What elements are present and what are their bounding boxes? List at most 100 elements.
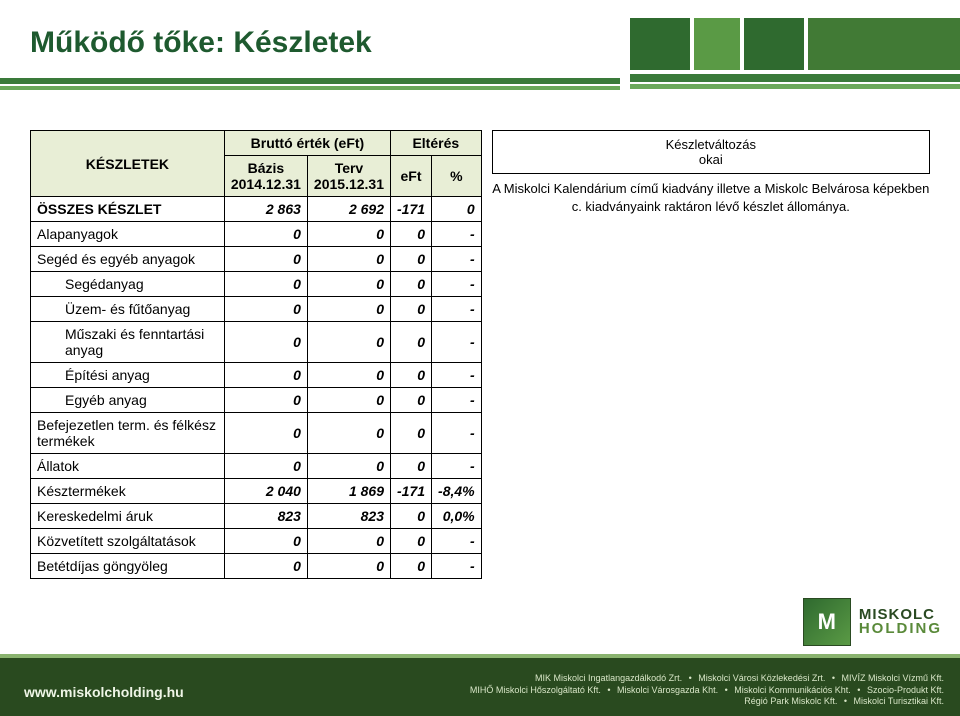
cell-terv: 2 692 — [307, 197, 390, 222]
cell-bazis: 0 — [224, 363, 307, 388]
cell-eft: 0 — [391, 413, 432, 454]
cell-eft: 0 — [391, 454, 432, 479]
cell-eft: 0 — [391, 322, 432, 363]
footer-logo: M MISKOLC HOLDING — [803, 598, 942, 646]
th-eft: eFt — [391, 156, 432, 197]
cell-bazis: 0 — [224, 222, 307, 247]
cell-eft: 0 — [391, 388, 432, 413]
cell-bazis: 823 — [224, 504, 307, 529]
table-row: Betétdíjas göngyöleg000- — [31, 554, 482, 579]
sidebox: Készletváltozás okai — [492, 130, 930, 174]
th-bazis-sub: 2014.12.31 — [231, 176, 301, 192]
cell-eft: -171 — [391, 479, 432, 504]
logo-text: MISKOLC HOLDING — [859, 608, 942, 637]
cell-bazis: 2 040 — [224, 479, 307, 504]
title-bar: Működő tőke: Készletek — [0, 18, 960, 88]
title-stripe-light — [0, 86, 620, 90]
th-elteres: Eltérés — [391, 131, 482, 156]
cell-pct: - — [432, 222, 482, 247]
cell-terv: 0 — [307, 388, 390, 413]
cell-pct: - — [432, 413, 482, 454]
cell-eft: 0 — [391, 363, 432, 388]
footer-companies-row1: MIK Miskolci Ingatlangazdálkodó Zrt. • M… — [470, 673, 944, 685]
cell-label: Késztermékek — [31, 479, 225, 504]
cell-eft: -171 — [391, 197, 432, 222]
table-row: Üzem- és fűtőanyag000- — [31, 297, 482, 322]
cell-pct: - — [432, 454, 482, 479]
cell-bazis: 0 — [224, 554, 307, 579]
table-row: Alapanyagok000- — [31, 222, 482, 247]
cell-pct: 0 — [432, 197, 482, 222]
table-row: Műszaki és fenntartási anyag000- — [31, 322, 482, 363]
sidebox-wrapper: Készletváltozás okai A Miskolci Kalendár… — [492, 130, 930, 579]
cell-terv: 823 — [307, 504, 390, 529]
cell-terv: 0 — [307, 529, 390, 554]
cell-label: Állatok — [31, 454, 225, 479]
cell-pct: - — [432, 388, 482, 413]
footer-companies: MIK Miskolci Ingatlangazdálkodó Zrt. • M… — [470, 673, 944, 708]
cell-label: Segéd és egyéb anyagok — [31, 247, 225, 272]
cell-label: Kereskedelmi áruk — [31, 504, 225, 529]
cell-terv: 0 — [307, 247, 390, 272]
cell-eft: 0 — [391, 272, 432, 297]
cell-bazis: 0 — [224, 529, 307, 554]
cell-bazis: 2 863 — [224, 197, 307, 222]
th-terv: Terv 2015.12.31 — [307, 156, 390, 197]
table-row: Kereskedelmi áruk82382300,0% — [31, 504, 482, 529]
cell-bazis: 0 — [224, 247, 307, 272]
cell-bazis: 0 — [224, 297, 307, 322]
sidebox-header-1: Készletváltozás — [501, 137, 921, 152]
table-row: Befejezetlen term. és félkész termékek00… — [31, 413, 482, 454]
sidebox-header-2: okai — [501, 152, 921, 167]
th-pct: % — [432, 156, 482, 197]
table-row: Egyéb anyag000- — [31, 388, 482, 413]
th-terv-sub: 2015.12.31 — [314, 176, 384, 192]
th-bazis-top: Bázis — [231, 160, 301, 176]
cell-pct: -8,4% — [432, 479, 482, 504]
cell-pct: - — [432, 554, 482, 579]
table-row: Késztermékek2 0401 869-171-8,4% — [31, 479, 482, 504]
cell-eft: 0 — [391, 297, 432, 322]
cell-eft: 0 — [391, 529, 432, 554]
cell-label: Egyéb anyag — [31, 388, 225, 413]
cell-bazis: 0 — [224, 388, 307, 413]
cell-terv: 0 — [307, 222, 390, 247]
title-decoration — [620, 18, 960, 96]
th-bazis: Bázis 2014.12.31 — [224, 156, 307, 197]
cell-label: Üzem- és fűtőanyag — [31, 297, 225, 322]
table-row: Segéd és egyéb anyagok000- — [31, 247, 482, 272]
cell-bazis: 0 — [224, 272, 307, 297]
table-row: ÖSSZES KÉSZLET2 8632 692-1710 — [31, 197, 482, 222]
cell-terv: 0 — [307, 322, 390, 363]
cell-pct: 0,0% — [432, 504, 482, 529]
cell-label: Befejezetlen term. és félkész termékek — [31, 413, 225, 454]
cell-eft: 0 — [391, 247, 432, 272]
cell-label: Építési anyag — [31, 363, 225, 388]
th-keszletek: KÉSZLETEK — [31, 131, 225, 197]
cell-bazis: 0 — [224, 322, 307, 363]
cell-pct: - — [432, 529, 482, 554]
table-row: Építési anyag000- — [31, 363, 482, 388]
cell-terv: 0 — [307, 363, 390, 388]
footer-url: www.miskolcholding.hu — [24, 684, 184, 700]
cell-label: Alapanyagok — [31, 222, 225, 247]
cell-eft: 0 — [391, 222, 432, 247]
cell-label: ÖSSZES KÉSZLET — [31, 197, 225, 222]
cell-pct: - — [432, 297, 482, 322]
footer-companies-row2: MIHŐ Miskolci Hőszolgáltató Kft. • Misko… — [470, 685, 944, 697]
cell-pct: - — [432, 363, 482, 388]
cell-eft: 0 — [391, 554, 432, 579]
th-brutto: Bruttó érték (eFt) — [224, 131, 390, 156]
cell-pct: - — [432, 247, 482, 272]
logo-mark: M — [803, 598, 851, 646]
table-row: Segédanyag000- — [31, 272, 482, 297]
slide-title: Működő tőke: Készletek — [30, 26, 372, 60]
cell-label: Segédanyag — [31, 272, 225, 297]
cell-terv: 1 869 — [307, 479, 390, 504]
cell-terv: 0 — [307, 454, 390, 479]
inventory-table: KÉSZLETEK Bruttó érték (eFt) Eltérés Báz… — [30, 130, 482, 579]
cell-pct: - — [432, 322, 482, 363]
cell-label: Közvetített szolgáltatások — [31, 529, 225, 554]
footer-companies-row3: Régió Park Miskolc Kft. • Miskolci Turis… — [470, 696, 944, 708]
title-stripe-dark — [0, 78, 620, 84]
